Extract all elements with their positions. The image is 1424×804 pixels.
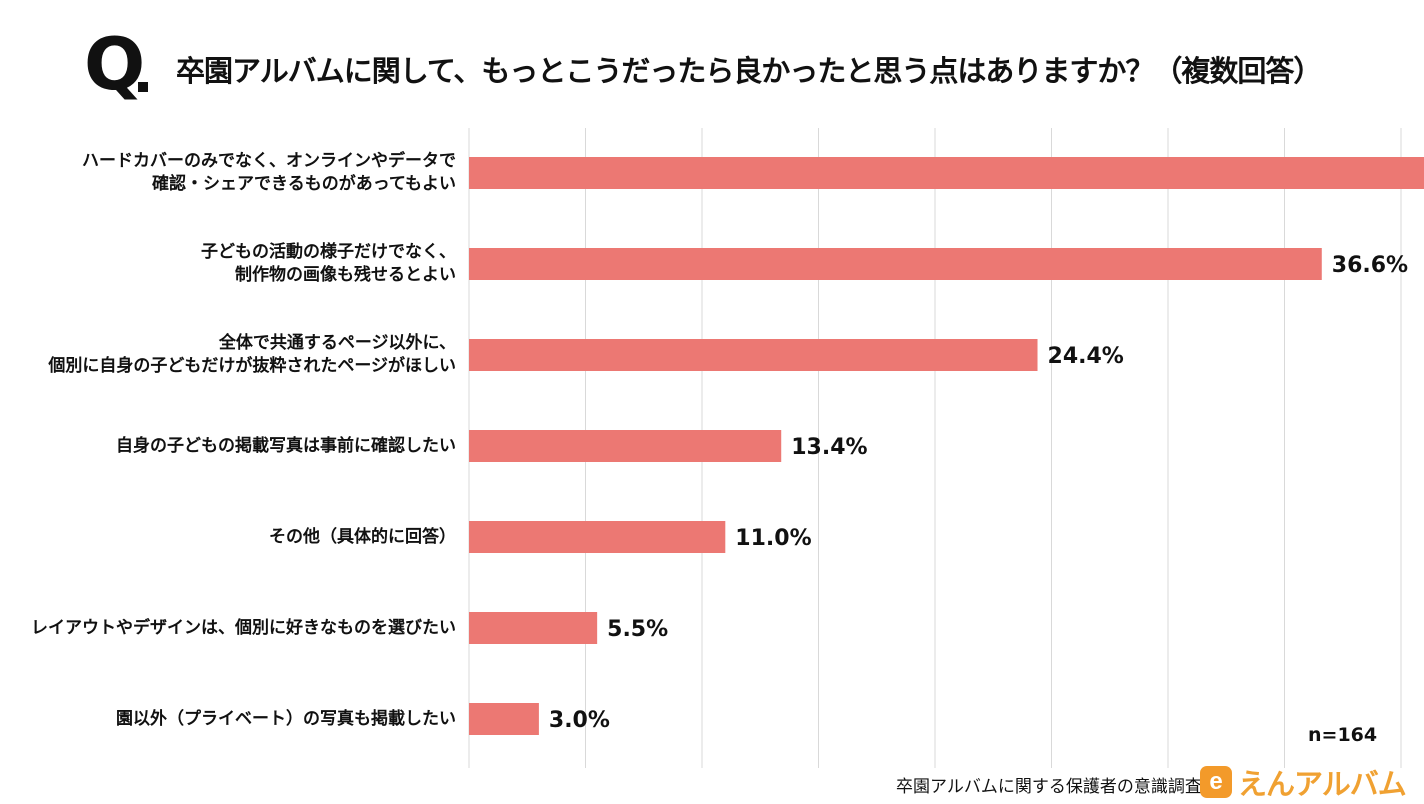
category-label-3: 自身の子どもの掲載写真は事前に確認したい xyxy=(16,435,456,458)
brand-logo-icon: e xyxy=(1200,766,1232,798)
category-label-line: 自身の子どもの掲載写真は事前に確認したい xyxy=(116,435,456,456)
value-label-3: 13.4% xyxy=(791,435,867,460)
question-mark-letter: Q xyxy=(84,22,145,106)
bar-1 xyxy=(469,248,1322,280)
category-label-line: ハードカバーのみでなく、オンラインやデータで xyxy=(82,151,456,171)
chart-title: 卒園アルバムに関して、もっとこうだったら良かったと思う点はありますか？（複数回答… xyxy=(176,54,1322,88)
category-label-line: 全体で共通するページ以外に、 xyxy=(218,333,456,353)
value-label-6: 3.0% xyxy=(549,708,610,733)
category-label-0: ハードカバーのみでなく、オンラインやデータで確認・シェアできるものがあってもよい xyxy=(16,150,456,196)
brand-logo: e えんアルバム xyxy=(1200,764,1407,801)
category-label-line: 子どもの活動の様子だけでなく、 xyxy=(201,242,456,262)
question-dot xyxy=(138,82,148,92)
category-label-line: 確認・シェアできるものがあってもよい xyxy=(152,174,456,194)
category-label-2: 全体で共通するページ以外に、個別に自身の子どもだけが抜粋されたページがほしい xyxy=(16,332,456,378)
sample-size-label: n=164 xyxy=(1308,724,1378,746)
category-label-4: その他（具体的に回答） xyxy=(16,526,456,549)
bar-5 xyxy=(469,612,598,644)
category-label-line: その他（具体的に回答） xyxy=(269,526,456,547)
category-label-6: 園以外（プライベート）の写真も掲載したい xyxy=(16,708,456,731)
value-label-4: 11.0% xyxy=(735,526,811,551)
category-label-1: 子どもの活動の様子だけでなく、制作物の画像も残せるとよい xyxy=(16,241,456,287)
value-label-1: 36.6% xyxy=(1332,253,1408,278)
bar-4 xyxy=(469,521,726,553)
category-label-line: 園以外（プライベート）の写真も掲載したい xyxy=(116,708,456,729)
category-label-5: レイアウトやデザインは、個別に好きなものを選びたい xyxy=(16,617,456,640)
brand-logo-text: えんアルバム xyxy=(1238,767,1407,801)
category-label-line: レイアウトやデザインは、個別に好きなものを選びたい xyxy=(31,617,456,638)
bar-6 xyxy=(469,703,539,735)
value-label-2: 24.4% xyxy=(1048,344,1124,369)
bar-0 xyxy=(469,157,1424,189)
survey-source: 卒園アルバムに関する保護者の意識調査 xyxy=(896,777,1202,797)
value-label-5: 5.5% xyxy=(607,617,668,642)
category-label-line: 個別に自身の子どもだけが抜粋されたページがほしい xyxy=(48,356,456,376)
bar-3 xyxy=(469,430,782,462)
category-label-line: 制作物の画像も残せるとよい xyxy=(235,265,456,285)
bar-2 xyxy=(469,339,1038,371)
